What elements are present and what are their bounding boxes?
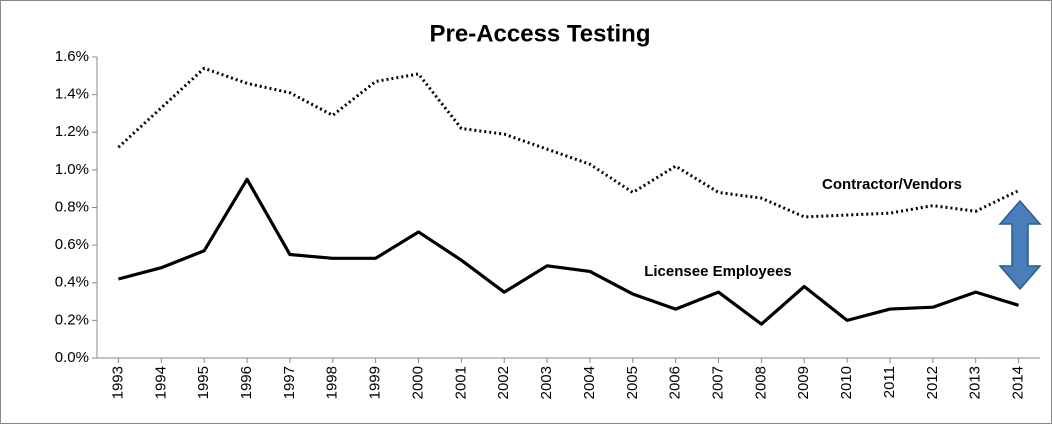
double-arrow — [998, 199, 1042, 291]
x-tick-label: 2004 — [581, 366, 598, 399]
x-tick-label: 1993 — [109, 366, 126, 399]
x-tick-label: 1999 — [367, 366, 384, 399]
x-tick-label: 2012 — [924, 366, 941, 399]
x-tick-label: 2014 — [1010, 366, 1027, 399]
y-tick-label: 0.8% — [55, 198, 89, 215]
x-tick-label: 1994 — [152, 366, 169, 399]
y-tick-label: 0.2% — [55, 311, 89, 328]
x-tick-label: 2009 — [795, 366, 812, 399]
x-tick-label: 2002 — [495, 366, 512, 399]
x-tick-label: 2000 — [409, 366, 426, 399]
series-label: Licensee Employees — [644, 263, 792, 280]
y-tick-label: 0.0% — [55, 349, 89, 366]
x-tick-label: 2008 — [752, 366, 769, 399]
x-tick-label: 2003 — [538, 366, 555, 399]
x-tick-label: 2007 — [709, 366, 726, 399]
y-tick-label: 0.4% — [55, 274, 89, 291]
x-tick-label: 2010 — [838, 366, 855, 399]
x-tick-label: 2011 — [881, 366, 898, 398]
y-tick-label: 1.4% — [55, 86, 89, 103]
x-tick-label: 2006 — [667, 366, 684, 399]
x-tick-label: 2005 — [624, 366, 641, 399]
chart-title: Pre-Access Testing — [430, 20, 651, 47]
x-tick-label: 2001 — [452, 366, 469, 399]
x-tick-label: 1997 — [281, 366, 298, 399]
y-tick-label: 1.6% — [55, 48, 89, 65]
x-tick-label: 1995 — [195, 366, 212, 399]
y-tick-label: 1.0% — [55, 161, 89, 178]
x-tick-label: 1998 — [324, 366, 341, 399]
series-label: Contractor/Vendors — [822, 176, 962, 193]
y-tick-label: 1.2% — [55, 123, 89, 140]
series-line — [118, 177, 1020, 326]
x-tick-label: 2013 — [967, 366, 984, 399]
y-tick-label: 0.6% — [55, 236, 89, 253]
x-tick-label: 1996 — [238, 366, 255, 399]
